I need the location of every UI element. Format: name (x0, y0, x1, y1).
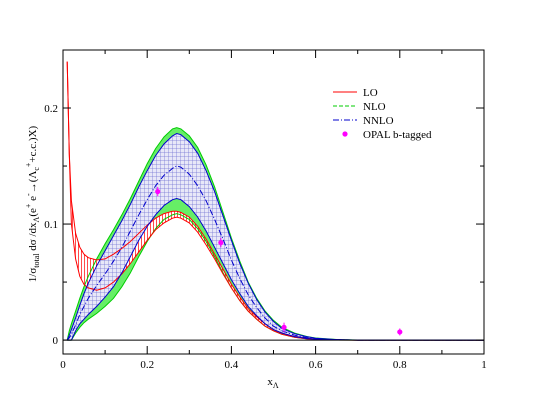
y-axis-label: 1/σtotal dσ /dxΛ(e+ e-→(Λc++c.c.)X) (24, 125, 41, 282)
ticks-layer: 0 0.2 0.4 0.6 0.8 1 0 0.1 0.2 (44, 50, 487, 371)
lines-layer (63, 61, 484, 341)
x-tick-label: 0.8 (393, 359, 407, 371)
opal-point-4 (397, 329, 403, 335)
x-tick-label: 0.2 (140, 359, 154, 371)
legend-label-nlo: NLO (363, 101, 386, 113)
x-tick-label: 0.6 (309, 359, 323, 371)
legend-label-nnlo: NNLO (363, 115, 394, 127)
y-tick-label: 0.2 (44, 103, 58, 115)
legend-label-lo: LO (363, 87, 378, 99)
x-tick-label: 1 (481, 359, 487, 371)
plot-frame (62, 49, 485, 355)
x-axis-label: xΛ (267, 376, 279, 390)
points-layer (155, 186, 403, 336)
x-tick-label: 0 (60, 359, 66, 371)
nnlo-central-line (66, 165, 484, 341)
legend-label-opal-b-tagged: OPAL b-tagged (363, 129, 432, 141)
opal-point-3 (281, 324, 287, 330)
x-tick-label: 0.4 (225, 359, 239, 371)
bands-layer (67, 61, 484, 341)
legend: LO NLO NNLO OPAL b-tagged (333, 87, 432, 141)
legend-marker-opal-b-tagged (342, 131, 348, 137)
y-tick-label: 0 (53, 335, 59, 347)
opal-point-1 (155, 188, 161, 195)
nnlo-lower-line (67, 197, 484, 341)
opal-point-2 (218, 240, 224, 246)
nnlo-upper-line (66, 132, 484, 341)
nnlo-band (67, 133, 484, 341)
y-tick-label: 0.1 (44, 219, 58, 231)
